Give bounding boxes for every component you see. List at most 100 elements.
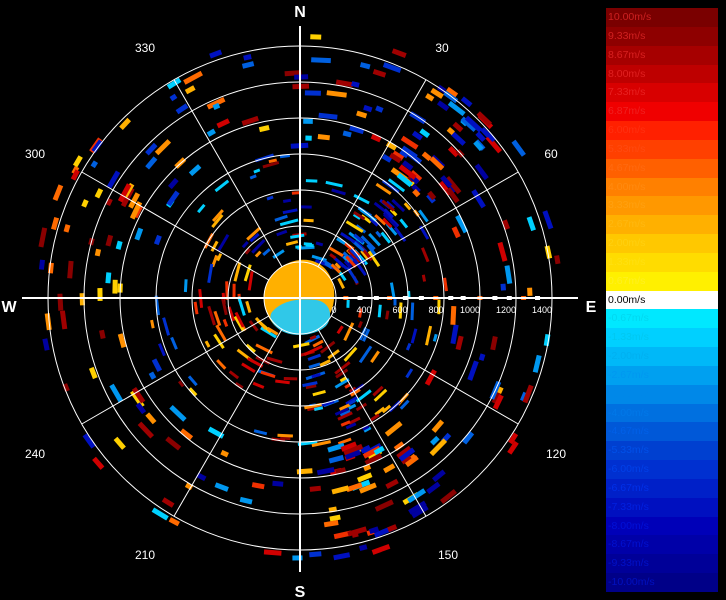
echo-segment [532, 354, 542, 373]
echo-segment [213, 333, 225, 350]
echo-segment [212, 102, 221, 110]
echo-segment [214, 482, 229, 492]
echo-segment [337, 437, 352, 446]
echo-segment [38, 259, 45, 270]
echo-segment [356, 110, 368, 119]
colorbar-entry: 10.00m/s [606, 8, 718, 28]
radar-display: N S E W 30 60 120 150 210 240 300 330 0 … [1, 4, 597, 600]
echo-segment [38, 227, 48, 248]
echo-segment [543, 334, 551, 347]
colorbar-entry: -7.33m/s [606, 497, 718, 518]
echo-segment [309, 335, 317, 341]
velocity-colorbar: 10.00m/s 9.33m/s 8.67m/s 8.00m/s 7.33m/s 6.87… [606, 8, 718, 593]
colorbar-entry: -4.67m/s [606, 422, 718, 442]
echo-segment [316, 466, 335, 476]
echo-segment [207, 263, 214, 284]
colorbar-entry: 3.33m/s [606, 196, 718, 216]
echo-segment [339, 376, 347, 383]
echo-segment [148, 371, 157, 380]
echo-segment [451, 226, 461, 239]
echo-segment [450, 324, 459, 345]
echo-segment [411, 130, 423, 141]
echo-segment [211, 254, 219, 268]
echo-segment [374, 406, 386, 416]
colorbar-label: -8.67m/s [608, 538, 649, 551]
colorbar-entry: -2.67m/s [606, 365, 718, 386]
echo-segment [405, 368, 414, 379]
colorbar-label: -0.67m/s [608, 312, 649, 325]
echo-segment [233, 315, 245, 332]
colorbar-label: 5.33m/s [608, 142, 646, 155]
echo-segment [375, 105, 384, 113]
echo-segment [302, 381, 318, 388]
echo-segment [266, 356, 283, 364]
echo-segment [473, 140, 484, 152]
echo-segment [398, 302, 403, 319]
echo-segment [170, 336, 178, 350]
echo-segment [486, 131, 497, 143]
colorbar-label: -2.00m/s [608, 350, 649, 363]
echo-segment [411, 183, 421, 194]
echo-segment [330, 263, 342, 274]
colorbar-entry: -0.67m/s [606, 309, 718, 329]
echo-segment [47, 262, 54, 274]
echo-segment [313, 406, 324, 411]
echo-segment [427, 190, 437, 201]
colorbar-label: 3.33m/s [608, 199, 646, 212]
colorbar-entry: -2.00m/s [606, 347, 718, 367]
echo-segment [462, 431, 475, 445]
echo-segment [331, 485, 350, 495]
echo-segment [370, 413, 380, 422]
echo-segment [340, 232, 356, 244]
echo-segment [153, 234, 162, 246]
echo-segment [363, 104, 373, 113]
echo-segment [211, 213, 224, 229]
echo-segment [251, 482, 265, 490]
echo-segment [421, 151, 432, 162]
echo-segment [445, 176, 462, 195]
echo-segment [424, 369, 437, 386]
echo-segment [94, 248, 102, 257]
echo-segment [184, 85, 196, 95]
echo-segment [258, 124, 270, 133]
echo-segment [362, 425, 370, 431]
echo-segment [309, 551, 322, 558]
colorbar-label: 2.67m/s [608, 218, 646, 231]
colorbar-swatch [606, 26, 718, 47]
echo-segment [412, 188, 421, 198]
echo-segment [450, 131, 466, 146]
echo-segment [368, 526, 380, 534]
colorbar-swatch [606, 64, 718, 84]
echo-segment [304, 334, 321, 345]
echo-segment [399, 399, 410, 410]
colorbar-swatch [606, 215, 718, 235]
echo-segment [105, 197, 113, 207]
echo-segment [272, 480, 284, 487]
colorbar-label: -5.33m/s [608, 444, 649, 457]
echo-segment [243, 264, 252, 282]
echo-segment [282, 198, 292, 203]
echo-segment [344, 383, 352, 389]
echo-segment [418, 209, 429, 223]
colorbar-entry: -8.00m/s [606, 516, 718, 536]
echo-segment [161, 497, 175, 508]
echo-segment [520, 391, 528, 402]
colorbar-entry: -6.67m/s [606, 478, 718, 499]
echo-segment [107, 170, 121, 189]
compass-south: S [295, 584, 306, 600]
echo-segment [62, 383, 70, 392]
echo-segment [82, 433, 96, 449]
echo-segment [382, 217, 393, 229]
bearing-60: 60 [544, 147, 558, 161]
echo-segment [215, 324, 227, 342]
echo-segment [312, 339, 324, 348]
echo-segment [308, 362, 321, 369]
echo-segment [188, 387, 198, 397]
echo-segment [333, 256, 348, 270]
colorbar-entry: 6.87m/s [606, 102, 718, 122]
echo-segment [362, 328, 371, 342]
echo-segment [276, 229, 288, 237]
echo-segment [464, 115, 483, 133]
colorbar-label: -8.00m/s [608, 519, 649, 532]
echo-segment [216, 359, 227, 370]
